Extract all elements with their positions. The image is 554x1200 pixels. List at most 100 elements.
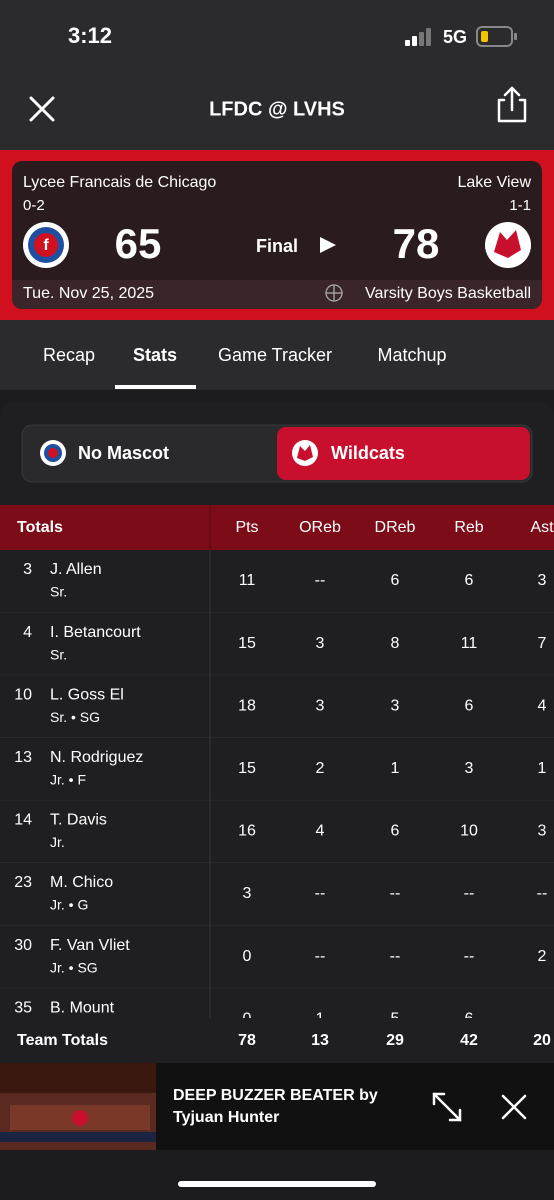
away-name: Lycee Francais de Chicago [23,174,216,191]
totals-label: Team Totals [17,1032,108,1049]
stat-cell: -- [390,948,401,965]
signal-icon [405,28,431,46]
close-video-button[interactable] [501,1094,527,1120]
stat-cell: 7 [538,635,547,652]
totals-row [0,1018,554,1063]
stat-cell: -- [315,948,326,965]
game-date: Tue. Nov 25, 2025 [23,285,154,302]
team-toggle-option[interactable]: Wildcats [331,443,405,463]
away-logo: f [23,222,69,268]
team-toggle-selected [277,427,530,480]
column-header: Totals [17,519,63,536]
stat-cell: -- [390,885,401,902]
player-row [0,925,554,989]
totals-cell: 42 [460,1032,478,1049]
stat-cell: 6 [391,572,400,589]
player-name: T. Davis [50,812,107,829]
stat-cell: 3 [316,697,325,714]
stat-cell: 11 [239,572,256,589]
player-name: J. Allen [50,561,102,578]
tab-underline [115,385,196,389]
share-button[interactable] [497,86,527,123]
player-number: 4 [23,624,32,641]
player-number: 10 [14,686,32,703]
stat-cell: -- [464,885,475,902]
player-row [0,612,554,676]
player-info: Jr. [50,834,65,850]
video-title: DEEP BUZZER BEATER by Tyjuan Hunter [173,1087,378,1126]
column-header: OReb [299,519,341,536]
player-number: 35 [14,999,32,1016]
totals-cell: 20 [533,1032,551,1049]
stat-cell: 3 [316,635,325,652]
stat-cell: -- [315,572,326,589]
stat-cell: 2 [538,948,547,965]
player-name: I. Betancourt [50,624,141,641]
tab[interactable]: Game Tracker [218,345,332,365]
stat-cell: -- [464,948,475,965]
home-record: 1-1 [509,197,531,214]
player-row [0,800,554,863]
score-card-footer [12,280,542,309]
tab[interactable]: Recap [43,345,95,365]
player-info: Sr. [50,584,67,600]
toggle-home-logo [292,440,318,466]
home-name: Lake View [457,174,531,191]
player-name: M. Chico [50,874,113,891]
player-number: 14 [14,812,32,829]
expand-button[interactable] [432,1092,462,1122]
status-time: 3:12 [68,23,112,48]
stat-cell: 3 [391,697,400,714]
video-title-line: Tyjuan Hunter [173,1109,279,1126]
away-record: 0-2 [23,197,45,214]
stat-cell: 3 [538,823,547,840]
svg-text:f: f [43,237,49,254]
header-title: LFDC @ LVHS [209,98,345,120]
video-title-line: DEEP BUZZER BEATER by [173,1087,378,1104]
player-name: F. Van Vliet [50,937,130,954]
away-score: 65 [115,220,162,267]
player-name: B. Mount [50,999,115,1016]
player-row [0,550,554,613]
stat-cell: -- [537,885,548,902]
totals-cell: 29 [386,1032,404,1049]
battery-icon [476,26,517,47]
tab[interactable]: Matchup [377,345,446,365]
player-name: L. Goss El [50,686,124,703]
stat-cell: 3 [243,885,252,902]
stat-cell: 8 [391,635,400,652]
game-level: Varsity Boys Basketball [365,285,531,302]
game-status: Final [256,236,298,256]
stat-cell: 6 [465,697,474,714]
stat-cell: -- [315,885,326,902]
player-number: 30 [14,937,32,954]
close-button[interactable] [29,96,55,122]
stat-cell: 11 [461,635,478,652]
player-info: Sr. [50,646,67,662]
team-toggle-option[interactable]: No Mascot [78,443,169,463]
tab[interactable]: Stats [133,345,177,365]
player-info: Jr. • G [50,897,88,913]
video-thumbnail [0,1063,156,1150]
stat-cell: 3 [465,760,474,777]
stat-cell: 15 [238,760,256,777]
stat-cell: 3 [538,572,547,589]
player-number: 3 [23,561,32,578]
stat-cell: 6 [391,823,400,840]
home-score: 78 [393,220,440,267]
player-row [0,737,554,801]
player-info: Jr. • F [50,772,86,788]
score-card [12,161,542,309]
home-indicator [178,1181,376,1187]
column-header: Ast [530,519,554,536]
player-info: Sr. • SG [50,709,100,725]
stat-cell: 18 [238,697,256,714]
player-row [0,675,554,738]
player-row [0,863,554,926]
play-icon [320,237,336,253]
column-header: Reb [454,519,483,536]
stat-cell: 0 [243,948,252,965]
stat-cell: 15 [238,635,256,652]
stat-cell: 1 [391,760,400,777]
